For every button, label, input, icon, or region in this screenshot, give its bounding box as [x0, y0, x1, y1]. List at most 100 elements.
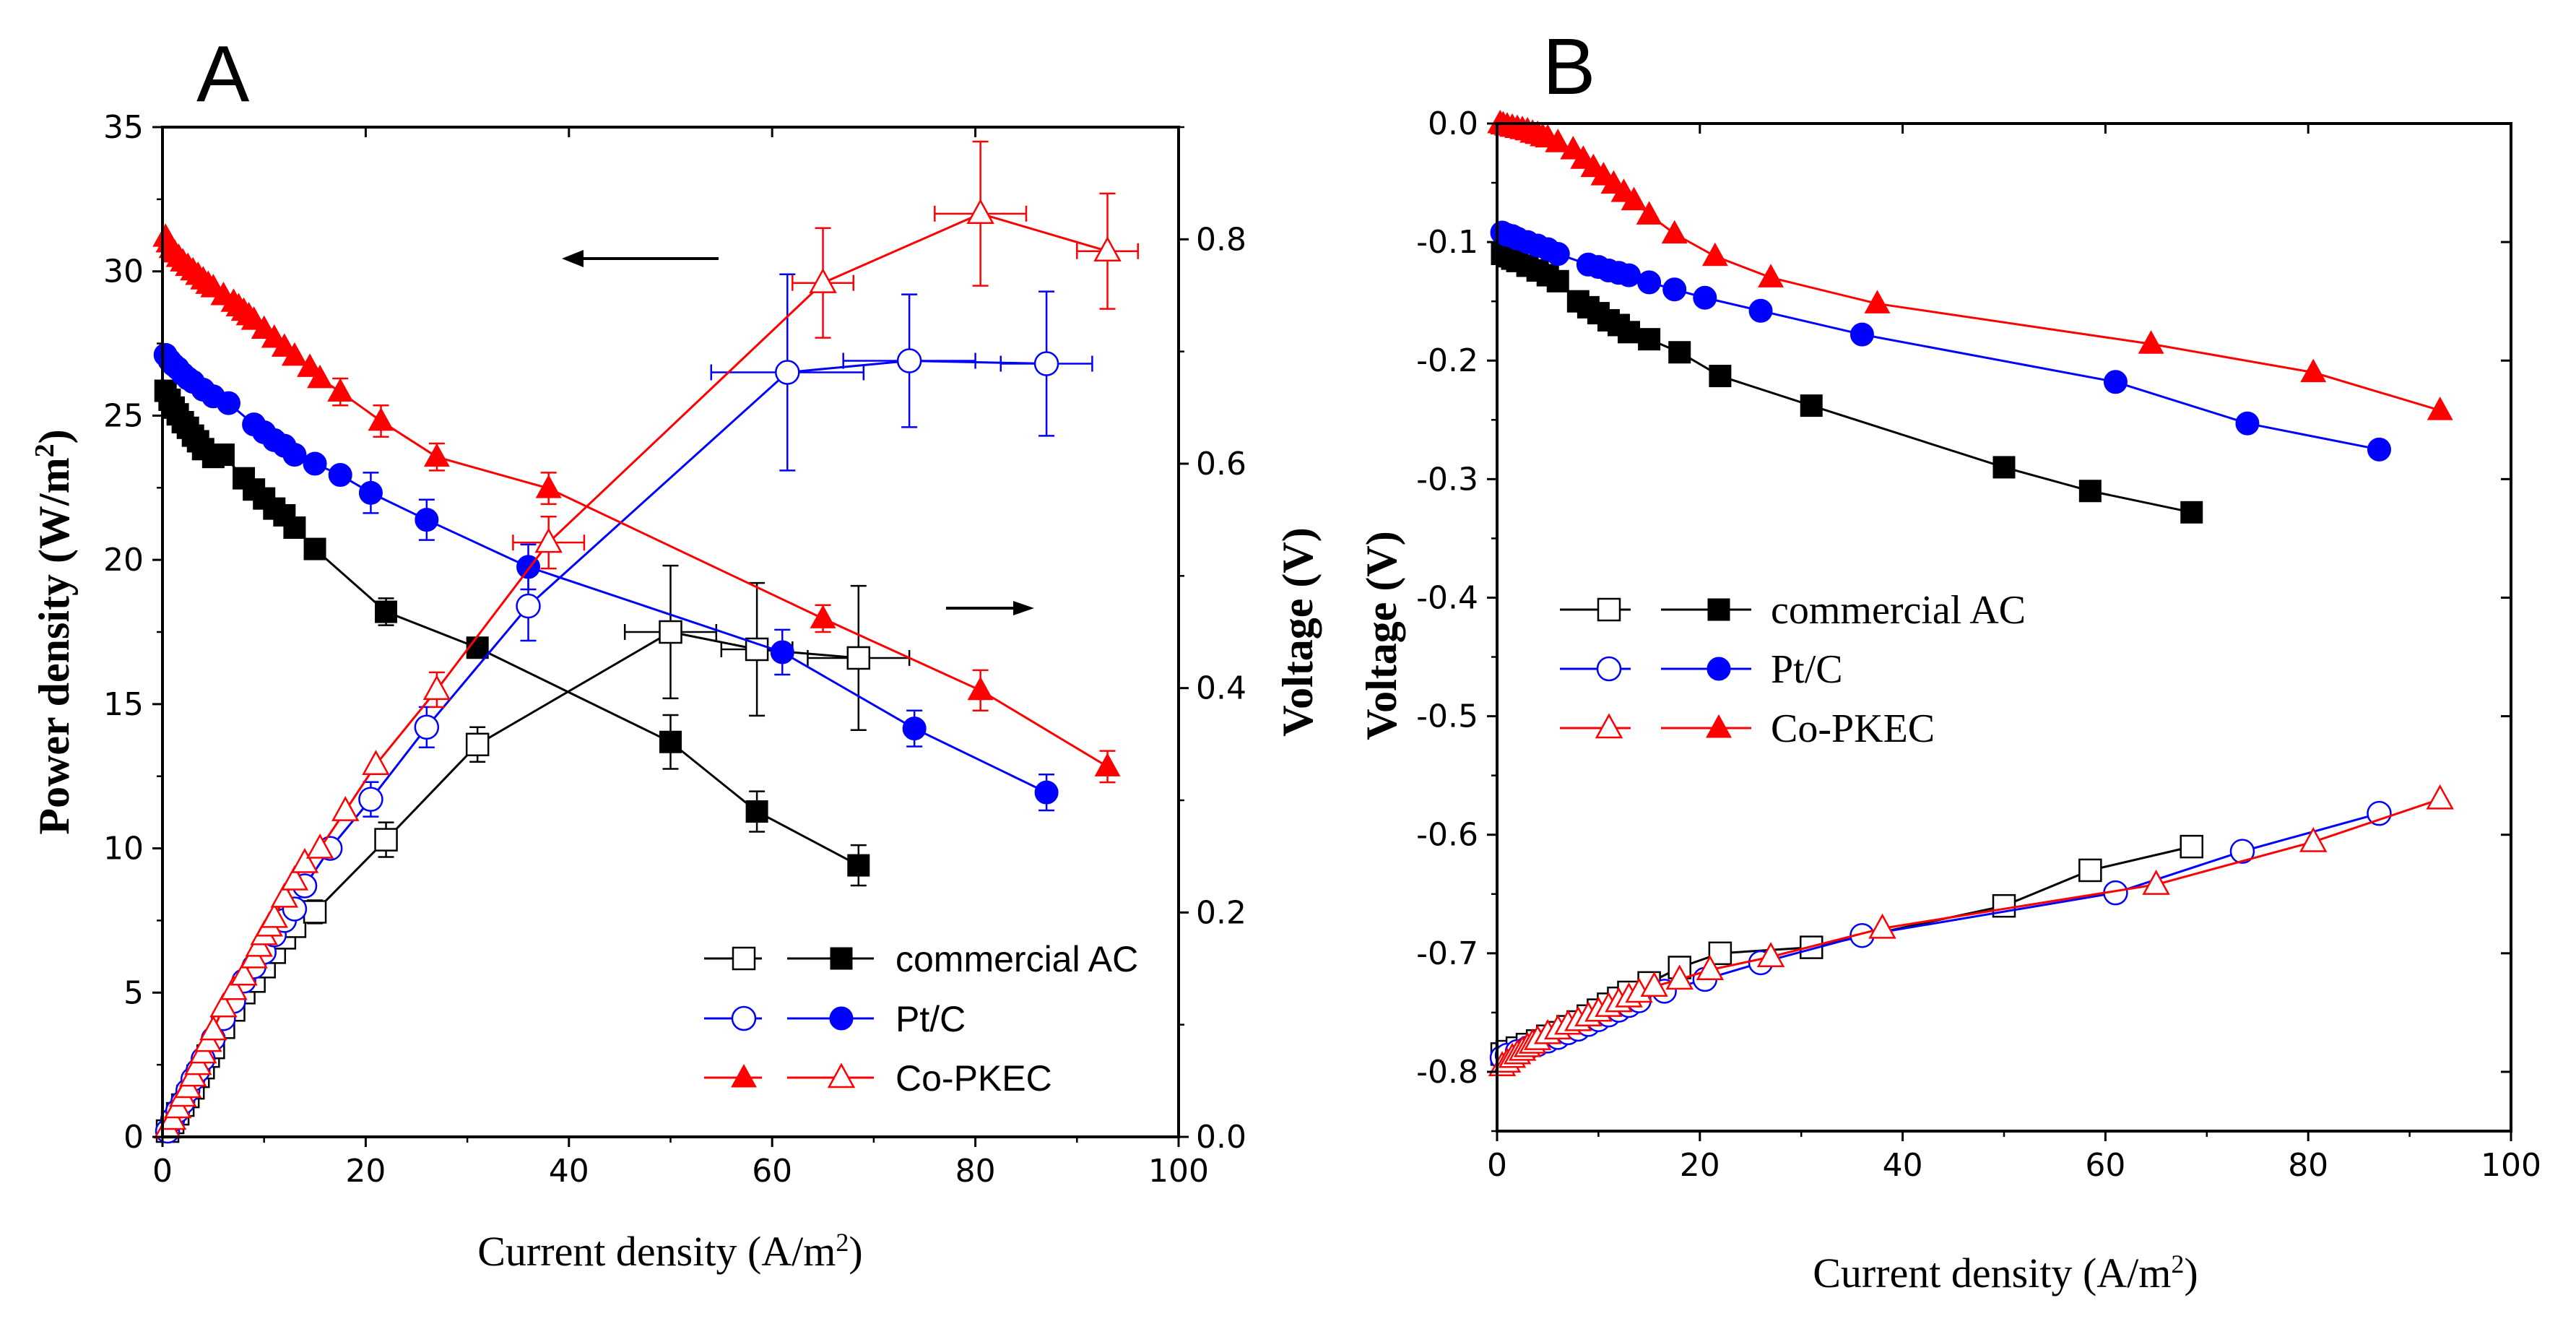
panel-a-legend-commercial-ac: commercial AC [704, 939, 1138, 979]
panel-a-series-co-pkec-voltage-point [327, 378, 354, 402]
panel-a-series-commercial-ac-power-point [659, 620, 682, 644]
panel-b-series-layer [1487, 109, 2454, 1076]
panel-a-series-co-pkec-power-point [966, 199, 994, 225]
panel-a-series-co-pkec-power-point [290, 847, 319, 873]
panel-a-right-y-tick-label: 0.0 [1196, 1119, 1246, 1156]
panel-b-series-commercial-ac-anode-point [1800, 394, 1823, 417]
panel-a-x-tick-label: 0 [152, 1153, 173, 1190]
panel-b-y-tick-label: -0.4 [1416, 579, 1478, 616]
panel-a-legend-commercial-ac-marker-1 [732, 946, 756, 971]
panel-b-x-tick-label: 100 [2481, 1147, 2541, 1184]
panel-b-series-commercial-ac-anode [1491, 243, 2203, 524]
panel-a-series-co-pkec-power-point [270, 882, 299, 908]
panel-b-x-tick-label: 0 [1487, 1147, 1507, 1184]
panel-b-series-co-pkec-anode-point [1621, 186, 1647, 211]
panel-a-left-y-tick-label: 10 [103, 831, 144, 867]
panel-a-series-co-pkec-voltage-point [810, 605, 836, 628]
panel-a-x-axis-title: Current density (A/m2) [477, 1228, 862, 1275]
panel-b-x-axis-title: Current density (A/m2) [1813, 1250, 2198, 1296]
panel-a-arrow-right-head [1013, 601, 1034, 615]
panel-b-legend-pt-c-marker-1 [1596, 656, 1622, 682]
panel-a-series-co-pkec-power-point [534, 527, 563, 553]
panel-b-series-co-pkec-anode-point [1661, 220, 1688, 244]
panel-a-series-co-pkec-power-point [362, 750, 390, 775]
panel-a-series-co-pkec-power-point [305, 833, 334, 859]
panel-b-series-pt-c-anode-point [2367, 437, 2391, 462]
panel-b-y-tick-label: -0.1 [1416, 224, 1478, 261]
panel-a-series-pt-c-power-point [516, 593, 541, 619]
panel-b-label: B [1543, 22, 1595, 111]
panel-a-series-co-pkec-power-point [199, 1015, 227, 1041]
panel-b-legend-co-pkec: Co-PKEC [1560, 706, 1935, 751]
panel-b-legend-pt-c: Pt/C [1560, 647, 1843, 692]
panel-a-series-commercial-ac-voltage [154, 379, 870, 887]
panel-b-series-co-pkec-anode-point [2138, 330, 2164, 354]
panel-a-x-tick-label: 40 [549, 1153, 589, 1190]
panel-a-series-co-pkec-voltage-point [967, 676, 994, 701]
panel-b-series-commercial-ac-anode-point [1992, 456, 2016, 479]
panel-a-series-commercial-ac-voltage-point [283, 516, 306, 540]
panel-a-legend-pt-c-marker-2 [829, 1006, 854, 1031]
panel-b-series-co-pkec-anode-point [1864, 290, 1891, 313]
panel-b-series-co-pkec-cathode-point [1756, 942, 1785, 967]
panel-a-series-co-pkec-power-point [422, 675, 451, 701]
panel-b-y-tick-label: -0.8 [1416, 1054, 1478, 1091]
panel-a-series-co-pkec-power-point [280, 865, 309, 891]
panel-a-left-y-axis-title: Power density (W/m2) [30, 429, 78, 834]
panel-a-series-co-pkec-power [153, 140, 1139, 1139]
panel-b-series-pt-c-anode-point [1662, 277, 1687, 302]
panel-b-y-tick-label: -0.3 [1416, 461, 1478, 498]
panel-b-y-tick-label: -0.2 [1416, 342, 1478, 379]
panel-b-ticks: 0 20 40 60 80 100 0.0 -0.1 -0.2 -0.3 -0.4 -0.5 -0.6 -… [1416, 105, 2541, 1184]
panel-a-right-y-axis-title: Voltage (V) [1274, 527, 1322, 736]
panel-a-left-y-tick-label: 35 [103, 109, 144, 146]
panel-a-series-pt-c-voltage-point [216, 391, 240, 415]
panel-a-series-commercial-ac-power-point [374, 828, 398, 852]
panel-b-series-co-pkec-anode [1487, 109, 2453, 420]
panel-a-series-co-pkec-voltage-point [281, 342, 308, 366]
panel-b-legend-commercial-ac-label: commercial AC [1771, 588, 2026, 633]
panel-b-legend: commercial AC Pt/C Co-PKEC [1560, 588, 2026, 751]
panel-b-y-tick-label: 0.0 [1428, 105, 1478, 142]
panel-a-series-co-pkec-power-point [809, 268, 837, 293]
panel-b-series-co-pkec-anode-point [1636, 201, 1662, 225]
panel-a-arrow-left-head [562, 250, 584, 267]
panel-b-legend-co-pkec-label: Co-PKEC [1771, 706, 1935, 751]
panel-b-series-pt-c-anode-point [2235, 411, 2260, 436]
panel-b-series-co-pkec-anode-point [2427, 397, 2453, 420]
panel-a-series-co-pkec-voltage-point [423, 443, 450, 467]
panel-a-legend: commercial AC Pt/C Co-PKEC [704, 939, 1138, 1099]
panel-b-legend-commercial-ac-marker-1 [1597, 597, 1621, 622]
panel-a-x-tick-label: 100 [1148, 1153, 1209, 1190]
panel-a-x-tick-label: 20 [345, 1153, 386, 1190]
panel-a-series-co-pkec-voltage-point [368, 407, 394, 431]
panel-a-arrow-right [946, 601, 1034, 615]
panel-b-series-pt-c-anode-point [2103, 370, 2128, 394]
panel-a-series-commercial-ac-voltage-point [212, 443, 235, 467]
panel-b-series-commercial-ac-anode-point [1709, 365, 1732, 388]
panel-a-series-co-pkec-voltage [152, 223, 1121, 784]
panel-a-series-commercial-ac-voltage-point [303, 537, 326, 560]
panel-a-left-y-tick-label: 30 [103, 254, 144, 290]
panel-a-series-pt-c-voltage-point [303, 451, 327, 476]
panel-a-series-pt-c-voltage-point [902, 717, 927, 741]
panel-b-series-co-pkec-anode-point [1758, 264, 1784, 287]
panel-a-series-co-pkec-power-point [1093, 236, 1122, 261]
panel-b-series-commercial-ac-anode-point [2180, 501, 2203, 524]
panel-a-series-pt-c-power-point [414, 714, 440, 740]
panel-b-series-co-pkec-cathode-point [2426, 784, 2454, 810]
panel-a-series-commercial-ac-voltage-point [466, 636, 489, 659]
panel-a-arrow-left [562, 250, 719, 267]
panel-a-series-co-pkec-power-point [230, 960, 258, 986]
panel-a-series-co-pkec-power-point [260, 902, 288, 928]
panel-a-legend-co-pkec: Co-PKEC [704, 1058, 1052, 1099]
panel-a-legend-co-pkec-label: Co-PKEC [895, 1058, 1052, 1099]
panel-b-x-tick-label: 80 [2288, 1147, 2328, 1184]
panel-a-left-y-tick-label: 15 [103, 686, 144, 723]
panel-b-legend-co-pkec-marker-2 [1706, 714, 1732, 738]
panel-a-right-y-tick-label: 0.6 [1196, 446, 1246, 482]
panel-a-legend-co-pkec-marker-2 [827, 1062, 856, 1088]
panel-a-series-pt-c-voltage-point [415, 508, 439, 532]
panel-b-x-tick-label: 40 [1883, 1147, 1923, 1184]
panel-a-legend-pt-c: Pt/C [704, 999, 966, 1039]
